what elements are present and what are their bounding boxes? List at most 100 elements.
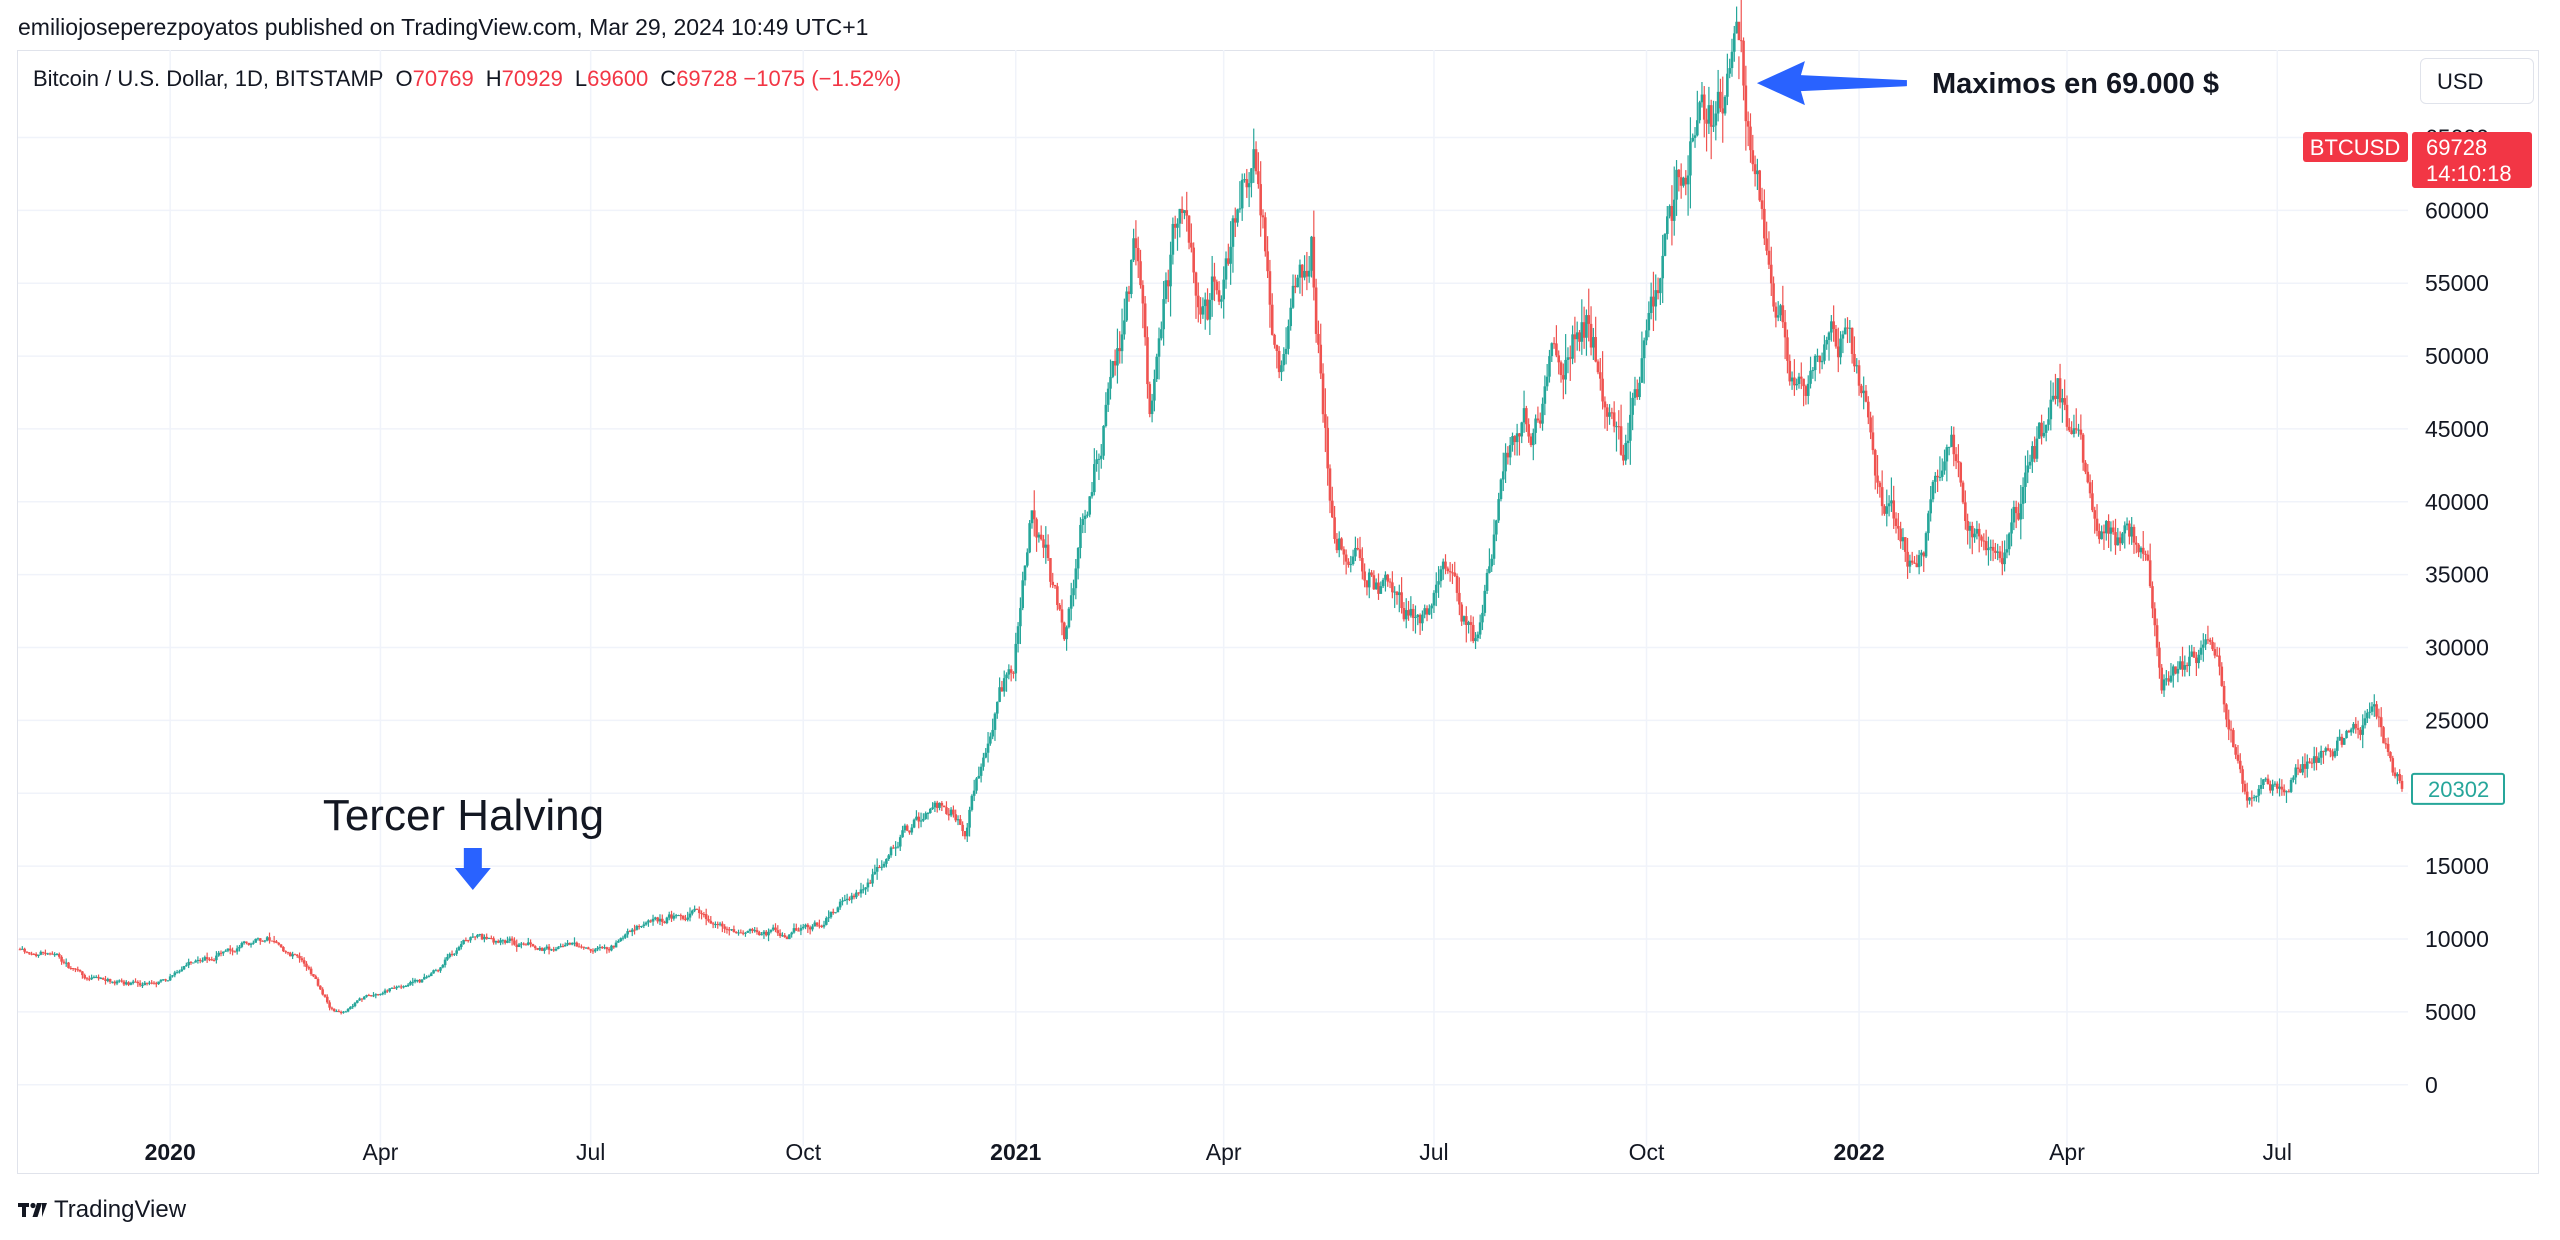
candle-body xyxy=(381,993,385,995)
chart-frame[interactable] xyxy=(17,50,2539,1174)
candle-body xyxy=(989,736,992,744)
footer-brand[interactable]: TradingView xyxy=(18,1196,186,1224)
candle-body xyxy=(651,918,655,922)
candle xyxy=(827,910,830,923)
candle xyxy=(848,896,851,902)
candle-body xyxy=(857,892,860,894)
candle-body xyxy=(2024,472,2027,487)
candle-body xyxy=(124,982,128,985)
candle xyxy=(1846,317,1849,344)
candle-body xyxy=(2273,783,2277,785)
candle-body xyxy=(307,966,311,969)
candle xyxy=(688,907,692,922)
candle xyxy=(2227,709,2231,741)
candle xyxy=(2310,758,2314,769)
candle xyxy=(2037,422,2041,439)
candle-body xyxy=(233,951,237,953)
symbol-name[interactable]: Bitcoin / U.S. Dollar, 1D, BITSTAMP xyxy=(33,66,384,91)
candle-body xyxy=(94,976,98,978)
candle-body xyxy=(2017,513,2020,520)
candle-body xyxy=(993,713,997,730)
candle-body xyxy=(2144,553,2147,555)
candle-body xyxy=(767,931,770,936)
candle-body xyxy=(1795,383,1798,386)
candle xyxy=(185,962,188,967)
y-axis-tick-label: 60000 xyxy=(2425,197,2489,223)
candle xyxy=(1388,578,1392,589)
candle-body xyxy=(106,979,110,981)
candle xyxy=(702,911,706,918)
candle-body xyxy=(416,979,419,981)
candle xyxy=(46,952,50,955)
candle-body xyxy=(2047,419,2050,425)
candle xyxy=(1931,479,1935,503)
down-arrow-icon xyxy=(454,848,491,890)
candle-body xyxy=(397,986,401,988)
candle-body xyxy=(376,994,380,996)
candle-body xyxy=(1504,452,1507,472)
candle xyxy=(1531,428,1535,461)
candle-body xyxy=(1032,510,1036,520)
candle-body xyxy=(1104,404,1108,426)
candle-body xyxy=(464,940,468,942)
candle xyxy=(972,779,976,802)
candle-body xyxy=(1483,590,1487,613)
candle-body xyxy=(1046,544,1050,559)
candle-body xyxy=(813,922,817,927)
candle xyxy=(871,868,874,887)
candle xyxy=(1536,406,1540,423)
candle-body xyxy=(2007,533,2011,550)
candle xyxy=(557,946,560,950)
candle xyxy=(2208,637,2212,645)
candle xyxy=(612,945,616,949)
candle-body xyxy=(1340,538,1343,550)
candle-body xyxy=(1134,238,1138,248)
candle-body xyxy=(1481,612,1484,623)
candle xyxy=(293,953,297,956)
candle xyxy=(1518,432,1521,456)
candle-body xyxy=(480,934,484,940)
candle xyxy=(1118,331,1122,364)
candle xyxy=(1504,443,1507,483)
candle xyxy=(1696,90,1699,137)
candle xyxy=(53,952,56,957)
candle-body xyxy=(118,980,121,982)
candle-body xyxy=(841,900,844,902)
candle xyxy=(2331,748,2334,761)
candle-body xyxy=(2308,761,2311,763)
currency-button[interactable]: USD xyxy=(2420,58,2534,104)
candle-body xyxy=(1400,592,1403,609)
candle-body xyxy=(1021,580,1025,609)
candle-body xyxy=(942,805,946,808)
candle xyxy=(187,958,190,969)
candle-body xyxy=(2248,797,2251,801)
candle-body xyxy=(272,940,276,942)
candle xyxy=(1779,303,1782,322)
candle-body xyxy=(1030,510,1034,524)
candle xyxy=(1381,577,1385,589)
candle-body xyxy=(1042,539,1045,548)
candle xyxy=(1386,573,1390,587)
candle xyxy=(1892,485,1896,529)
candle-body xyxy=(1550,343,1554,357)
candle-body xyxy=(1324,414,1327,428)
candle xyxy=(1342,546,1346,565)
candle-body xyxy=(459,944,463,948)
candle xyxy=(1534,414,1537,445)
candle-body xyxy=(143,982,147,986)
candle-body xyxy=(97,976,100,979)
candle-body xyxy=(2241,769,2244,784)
candle xyxy=(2266,774,2270,785)
candle-body xyxy=(245,941,248,943)
candle-body xyxy=(1998,551,2002,559)
candle-body xyxy=(252,942,255,944)
candle-body xyxy=(2095,518,2099,531)
candle xyxy=(353,1001,357,1008)
candle-body xyxy=(2262,779,2265,785)
candle xyxy=(1030,510,1034,529)
candle-body xyxy=(413,979,417,982)
candle-body xyxy=(1178,208,1182,224)
candle xyxy=(1776,301,1780,322)
candle-body xyxy=(1002,678,1006,692)
